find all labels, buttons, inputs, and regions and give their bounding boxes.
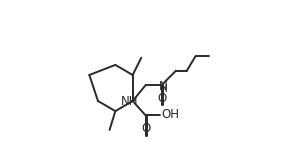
Text: OH: OH <box>162 108 180 121</box>
Text: O: O <box>142 122 151 135</box>
Text: O: O <box>158 92 167 105</box>
Text: H: H <box>160 84 168 94</box>
Text: N: N <box>159 80 168 93</box>
Text: NH: NH <box>121 95 138 108</box>
